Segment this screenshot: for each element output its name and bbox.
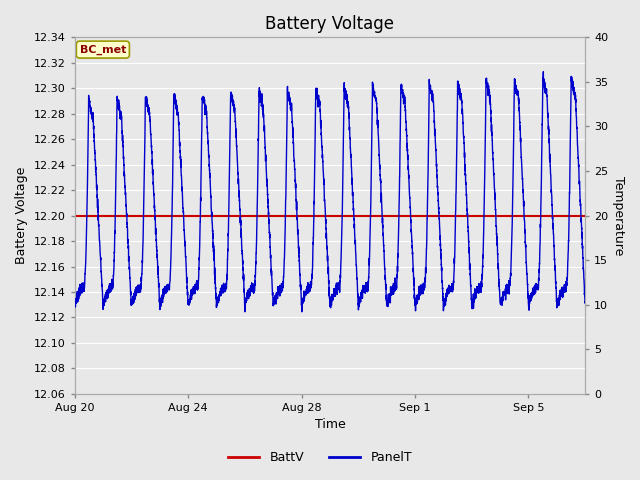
Y-axis label: Battery Voltage: Battery Voltage <box>15 167 28 264</box>
Y-axis label: Temperature: Temperature <box>612 176 625 255</box>
Title: Battery Voltage: Battery Voltage <box>266 15 394 33</box>
X-axis label: Time: Time <box>314 419 345 432</box>
Legend: BattV, PanelT: BattV, PanelT <box>223 446 417 469</box>
Text: BC_met: BC_met <box>80 45 126 55</box>
